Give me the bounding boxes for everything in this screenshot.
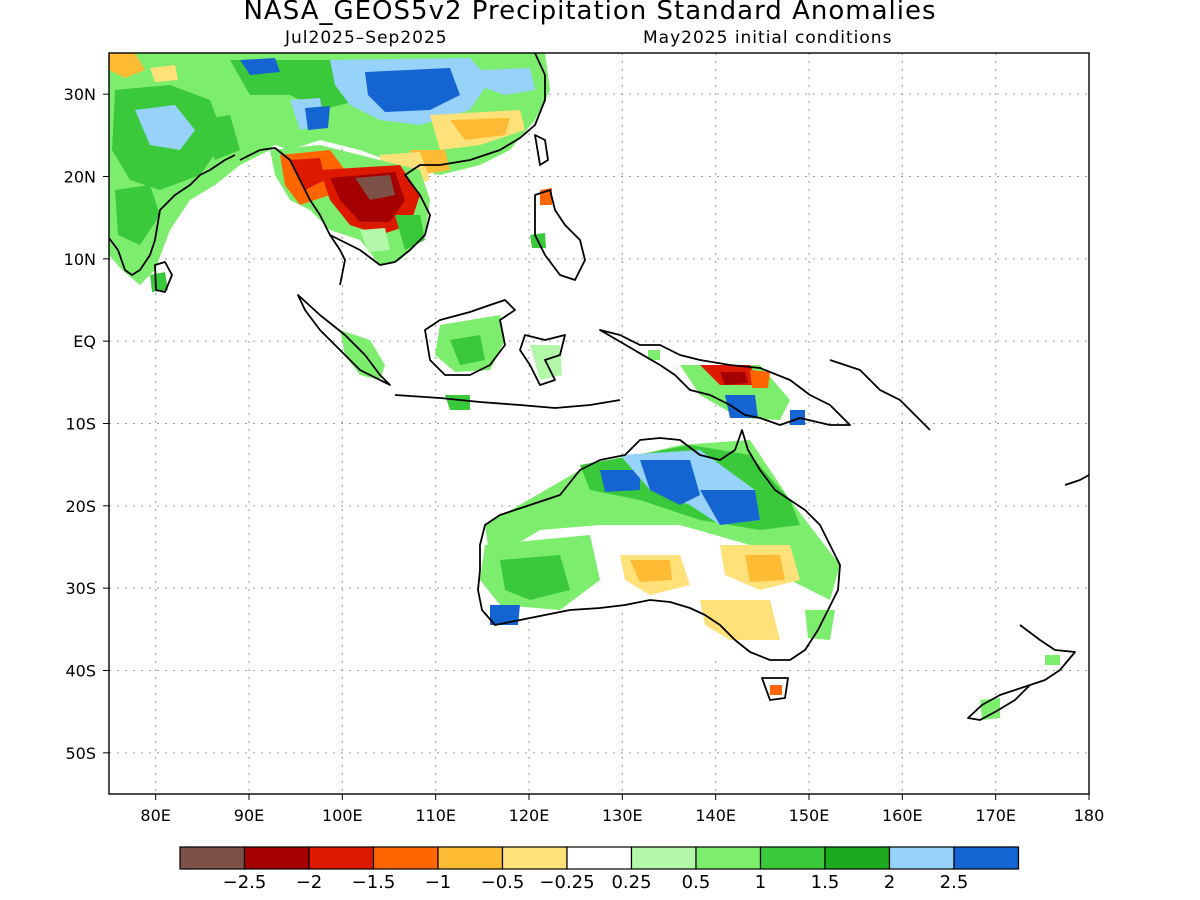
colorbar-label: 2.5 [940, 872, 969, 893]
forecast-period: Jul2025–Sep2025 [285, 28, 448, 48]
lon-label: 120E [509, 806, 550, 825]
colorbar [179, 846, 1020, 870]
colorbar-swatch [888, 846, 955, 870]
colorbar-swatch [372, 846, 439, 870]
anomaly-region-australia [478, 440, 840, 695]
colorbar-label: −1.5 [352, 872, 396, 893]
graticule [109, 53, 1089, 794]
lat-label: 50S [65, 744, 96, 763]
colorbar-label: 0.25 [611, 872, 651, 893]
colorbar-swatch [759, 846, 826, 870]
colorbar-swatch [953, 846, 1020, 870]
lat-label: 40S [65, 662, 96, 681]
colorbar-swatch [566, 846, 633, 870]
lon-label: 140E [695, 806, 736, 825]
colorbar-swatch [695, 846, 762, 870]
lon-label: 80E [140, 806, 170, 825]
colorbar-label: −0.25 [539, 872, 594, 893]
colorbar-label: −1 [425, 872, 452, 893]
latitude-labels: 30N 20N 10N EQ 10S 20S 30S 40S 50S [64, 85, 109, 763]
lat-label: 10N [64, 250, 96, 269]
colorbar-labels: −2.5 −2 −1.5 −1 −0.5 −0.25 0.25 0.5 1 1.5 2 2.5 [223, 872, 969, 893]
coastlines [109, 53, 1089, 721]
colorbar-label: 0.5 [682, 872, 711, 893]
lon-label: 150E [789, 806, 830, 825]
initial-conditions: May2025 initial conditions [643, 28, 893, 48]
lat-label: 30N [64, 85, 96, 104]
colorbar-swatch [179, 846, 246, 870]
colorbar-label: 1.5 [811, 872, 840, 893]
map-title: NASA_GEOS5v2 Precipitation Standard Anom… [243, 0, 937, 26]
lon-label: 100E [322, 806, 363, 825]
colorbar-label: −2 [296, 872, 323, 893]
lat-label: EQ [73, 332, 96, 351]
lon-label: 130E [602, 806, 643, 825]
colorbar-swatch [243, 846, 310, 870]
colorbar-label: −0.5 [481, 872, 525, 893]
colorbar-swatch [824, 846, 891, 870]
lon-label: 110E [415, 806, 456, 825]
lat-label: 20S [65, 497, 96, 516]
lat-label: 20N [64, 168, 96, 187]
lon-label: 180 [1074, 806, 1105, 825]
lon-label: 170E [975, 806, 1016, 825]
colorbar-swatch [501, 846, 568, 870]
colorbar-swatch [630, 846, 697, 870]
anomaly-region-maritime [340, 315, 660, 410]
lat-label: 30S [65, 579, 96, 598]
lon-label: 160E [882, 806, 923, 825]
colorbar-label: −2.5 [223, 872, 267, 893]
anomaly-region-china [200, 53, 550, 190]
colorbar-label: 1 [755, 872, 766, 893]
colorbar-swatch [437, 846, 504, 870]
lat-label: 10S [65, 415, 96, 434]
colorbar-label: 2 [884, 872, 895, 893]
longitude-labels: 80E 90E 100E 110E 120E 130E 140E 150E 160E 170E 18… [140, 794, 1104, 825]
anomaly-region-new-guinea [680, 365, 805, 425]
lon-label: 90E [234, 806, 264, 825]
colorbar-swatch [308, 846, 375, 870]
anomaly-fields [109, 53, 1060, 720]
anomaly-region-indochina [270, 145, 552, 265]
